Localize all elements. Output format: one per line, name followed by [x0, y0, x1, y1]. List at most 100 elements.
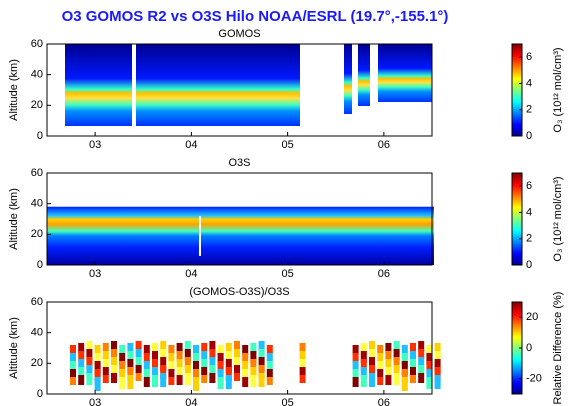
field-image: [242, 361, 249, 371]
field-image: [360, 367, 367, 379]
field-image: [160, 373, 167, 387]
field-image: [299, 359, 306, 367]
field-image: [360, 359, 367, 371]
panel-title: GOMOS: [218, 28, 260, 40]
x-tick-label: 04: [185, 397, 197, 406]
field-image: [70, 345, 76, 353]
field-image: [434, 351, 441, 365]
field-image: [201, 359, 208, 367]
field-image: [369, 341, 375, 355]
field-image: [242, 353, 249, 363]
field-image: [70, 369, 76, 377]
field-image: [369, 373, 375, 387]
colorbar-label: Relative Difference (%): [552, 292, 564, 405]
x-tick-label: 04: [185, 268, 197, 280]
axes-box: [46, 43, 433, 137]
field-image: [250, 375, 257, 387]
field-image: [86, 357, 93, 369]
field-image: [242, 377, 249, 387]
field-image: [136, 44, 300, 126]
field-image: [377, 377, 384, 385]
field-image: [193, 353, 199, 367]
field-image: [127, 343, 134, 357]
field-image: [234, 341, 240, 349]
colorbar-label: O₃ (10¹² mol/cm³): [552, 176, 564, 261]
field-image: [426, 353, 433, 365]
field-image: [426, 377, 433, 389]
field-image: [184, 365, 191, 377]
field-image: [352, 369, 359, 379]
field-image: [360, 351, 367, 363]
field-image: [242, 345, 249, 355]
y-tick-label: 0: [37, 259, 43, 271]
field-image: [393, 349, 400, 361]
field-image: [377, 369, 384, 377]
field-image: [201, 351, 208, 359]
colorbar-tick-label: 4: [526, 77, 532, 89]
field-image: [426, 345, 433, 357]
field-image: [168, 377, 175, 385]
field-image: [410, 351, 416, 359]
colorbar-tick-label: 2: [526, 104, 532, 116]
field-image: [209, 341, 216, 351]
field-image: [266, 361, 273, 369]
colorbar-tick-label: 4: [526, 206, 532, 218]
field-image: [299, 351, 306, 359]
field-image: [184, 373, 191, 385]
field-image: [377, 361, 384, 369]
colorbar-tick-label: 0: [526, 259, 532, 271]
field-image: [410, 375, 416, 383]
field-image: [299, 343, 306, 351]
field-image: [344, 44, 352, 114]
field-image: [377, 353, 384, 361]
colorbar-tick-label: 0: [526, 130, 532, 142]
x-tick-label: 06: [378, 397, 390, 406]
field-image: [250, 359, 257, 371]
field-image: [385, 359, 392, 369]
y-axis-label: Altitude (km): [8, 317, 20, 379]
field-image: [352, 353, 359, 363]
field-image: [78, 367, 85, 377]
field-image: [418, 357, 425, 367]
axes-box: [46, 172, 433, 266]
field-image: [127, 375, 134, 389]
y-tick-label: 60: [31, 38, 43, 50]
field-image: [78, 343, 85, 353]
field-image: [47, 206, 434, 265]
field-image: [143, 345, 150, 355]
colorbar: [511, 172, 523, 266]
field-image: [234, 349, 240, 357]
field-image: [410, 359, 416, 367]
field-image: [102, 351, 109, 359]
field-image: [111, 365, 117, 375]
field-image: [168, 353, 175, 361]
field-image: [385, 343, 392, 353]
y-axis-label: Altitude (km): [8, 188, 20, 250]
field-image: [358, 44, 370, 106]
field-image: [369, 349, 375, 363]
field-image: [209, 365, 216, 375]
field-image: [143, 369, 150, 379]
field-image: [119, 361, 126, 373]
field-image: [184, 349, 191, 361]
x-tick-label: 03: [89, 268, 101, 280]
field-image: [160, 365, 167, 379]
field-image: [352, 345, 359, 355]
field-image: [176, 367, 183, 377]
field-image: [135, 341, 142, 349]
y-tick-label: 0: [37, 130, 43, 142]
field-image: [135, 357, 142, 365]
panel-title: (GOMOS-O3S)/O3S: [189, 286, 289, 298]
field-image: [266, 345, 273, 353]
field-image: [102, 359, 109, 367]
field-image: [225, 343, 232, 357]
field-image: [119, 353, 126, 365]
field-image: [418, 373, 425, 383]
field-image: [393, 373, 400, 385]
field-image: [225, 375, 232, 389]
field-image: [70, 353, 76, 361]
field-image: [209, 357, 216, 367]
field-image: [393, 341, 400, 353]
field-image: [209, 373, 216, 383]
field-image: [119, 377, 126, 389]
